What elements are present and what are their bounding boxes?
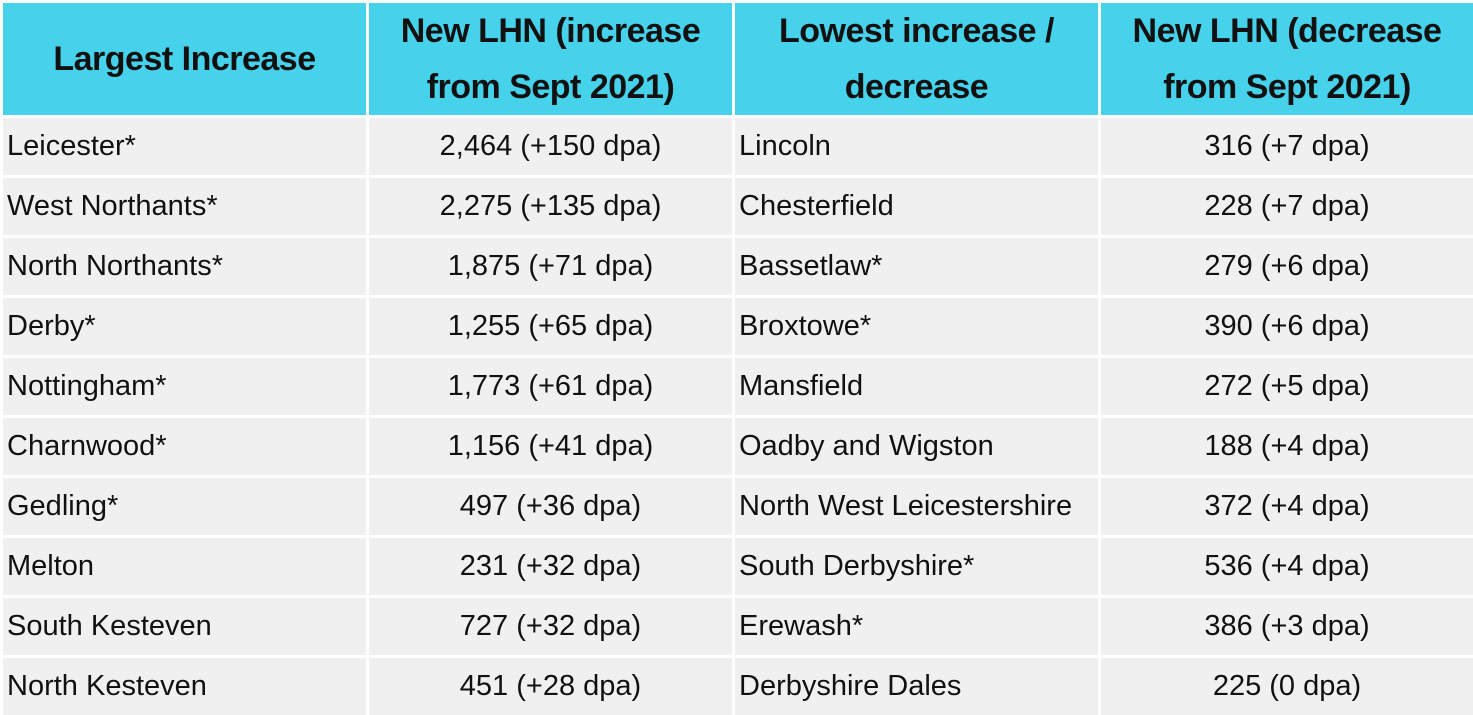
lowest-increase-area: Oadby and Wigston [735, 418, 1098, 475]
largest-increase-area: North Northants* [3, 238, 366, 295]
decrease-value: 225 (0 dpa) [1101, 658, 1473, 715]
largest-increase-area: West Northants* [3, 178, 366, 235]
largest-increase-area: Melton [3, 538, 366, 595]
lowest-increase-area: Erewash* [735, 598, 1098, 655]
lowest-increase-area: South Derbyshire* [735, 538, 1098, 595]
increase-value: 2,275 (+135 dpa) [369, 178, 732, 235]
decrease-value: 390 (+6 dpa) [1101, 298, 1473, 355]
increase-value: 1,773 (+61 dpa) [369, 358, 732, 415]
decrease-value: 536 (+4 dpa) [1101, 538, 1473, 595]
largest-increase-area: Leicester* [3, 118, 366, 175]
table-row: Leicester* 2,464 (+150 dpa) Lincoln 316 … [3, 118, 1473, 175]
table-row: Derby* 1,255 (+65 dpa) Broxtowe* 390 (+6… [3, 298, 1473, 355]
table-row: Gedling* 497 (+36 dpa) North West Leices… [3, 478, 1473, 535]
table-row: Nottingham* 1,773 (+61 dpa) Mansfield 27… [3, 358, 1473, 415]
largest-increase-area: Gedling* [3, 478, 366, 535]
decrease-value: 272 (+5 dpa) [1101, 358, 1473, 415]
lowest-increase-area: Chesterfield [735, 178, 1098, 235]
largest-increase-area: Charnwood* [3, 418, 366, 475]
header-lowest-increase: Lowest increase / decrease [735, 3, 1098, 115]
header-largest-increase: Largest Increase [3, 3, 366, 115]
increase-value: 727 (+32 dpa) [369, 598, 732, 655]
largest-increase-area: Nottingham* [3, 358, 366, 415]
lowest-increase-area: North West Leicestershire [735, 478, 1098, 535]
lowest-increase-area: Broxtowe* [735, 298, 1098, 355]
table-row: Melton 231 (+32 dpa) South Derbyshire* 5… [3, 538, 1473, 595]
decrease-value: 372 (+4 dpa) [1101, 478, 1473, 535]
table-row: North Kesteven 451 (+28 dpa) Derbyshire … [3, 658, 1473, 715]
largest-increase-area: Derby* [3, 298, 366, 355]
increase-value: 231 (+32 dpa) [369, 538, 732, 595]
header-new-lhn-decrease: New LHN (decrease from Sept 2021) [1101, 3, 1473, 115]
decrease-value: 228 (+7 dpa) [1101, 178, 1473, 235]
increase-value: 1,156 (+41 dpa) [369, 418, 732, 475]
increase-value: 451 (+28 dpa) [369, 658, 732, 715]
header-new-lhn-increase: New LHN (increase from Sept 2021) [369, 3, 732, 115]
increase-value: 1,255 (+65 dpa) [369, 298, 732, 355]
table-row: North Northants* 1,875 (+71 dpa) Bassetl… [3, 238, 1473, 295]
largest-increase-area: North Kesteven [3, 658, 366, 715]
decrease-value: 188 (+4 dpa) [1101, 418, 1473, 475]
decrease-value: 386 (+3 dpa) [1101, 598, 1473, 655]
largest-increase-area: South Kesteven [3, 598, 366, 655]
table-row: South Kesteven 727 (+32 dpa) Erewash* 38… [3, 598, 1473, 655]
lowest-increase-area: Mansfield [735, 358, 1098, 415]
increase-value: 2,464 (+150 dpa) [369, 118, 732, 175]
increase-value: 1,875 (+71 dpa) [369, 238, 732, 295]
decrease-value: 316 (+7 dpa) [1101, 118, 1473, 175]
table-row: Charnwood* 1,156 (+41 dpa) Oadby and Wig… [3, 418, 1473, 475]
decrease-value: 279 (+6 dpa) [1101, 238, 1473, 295]
table-row: West Northants* 2,275 (+135 dpa) Chester… [3, 178, 1473, 235]
lowest-increase-area: Derbyshire Dales [735, 658, 1098, 715]
increase-value: 497 (+36 dpa) [369, 478, 732, 535]
lowest-increase-area: Bassetlaw* [735, 238, 1098, 295]
header-row: Largest Increase New LHN (increase from … [3, 3, 1473, 115]
lowest-increase-area: Lincoln [735, 118, 1098, 175]
